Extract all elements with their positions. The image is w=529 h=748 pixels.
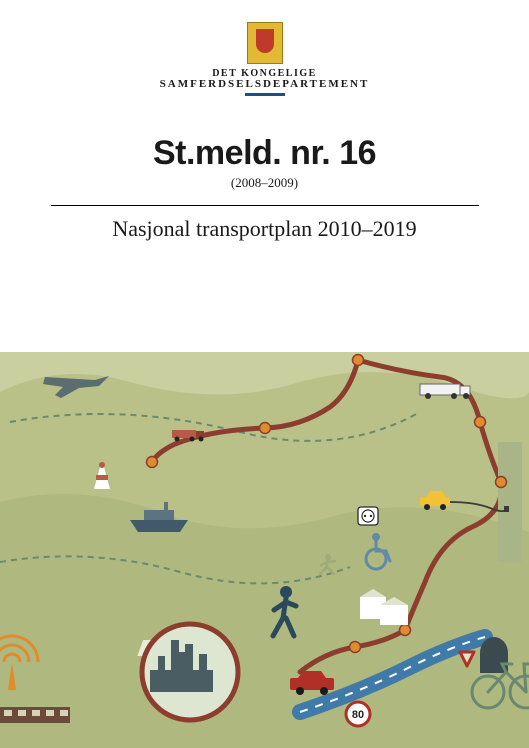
svg-text:80: 80 (352, 709, 364, 721)
logo-underline (245, 93, 285, 96)
ministry-header: DET KONGELIGE SAMFERDSELSDEPARTEMENT (0, 0, 529, 96)
document-title: St.meld. nr. 16 (0, 134, 529, 173)
title-block: St.meld. nr. 16 (2008–2009) Nasjonal tra… (0, 134, 529, 242)
ministry-name-line2: SAMFERDSELSDEPARTEMENT (160, 78, 370, 90)
ministry-logo: DET KONGELIGE SAMFERDSELSDEPARTEMENT (160, 22, 370, 96)
title-rule (51, 205, 479, 206)
coat-of-arms-icon (247, 22, 283, 64)
cover-illustration: 80 (0, 352, 529, 748)
document-years: (2008–2009) (0, 175, 529, 191)
document-subtitle: Nasjonal transportplan 2010–2019 (0, 216, 529, 242)
